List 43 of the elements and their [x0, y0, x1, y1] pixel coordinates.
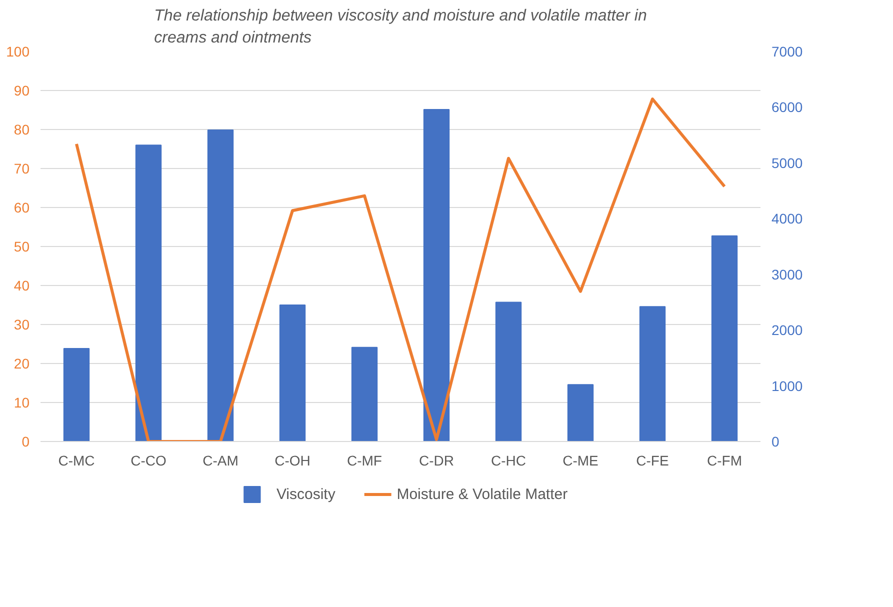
x-tick-label: C-DR: [419, 452, 454, 468]
y-tick-label: 40: [14, 278, 30, 294]
y2-tick-label: 0: [772, 434, 780, 450]
legend-label: Moisture & Volatile Matter: [396, 486, 568, 503]
y2-tick-label: 1000: [772, 378, 803, 394]
y-tick-label: 70: [14, 160, 30, 176]
bar: [135, 144, 162, 442]
x-tick-label: C-CO: [130, 452, 166, 468]
bar: [63, 348, 90, 442]
bar: [711, 235, 738, 442]
legend-label: Viscosity: [276, 486, 336, 503]
y-tick-label: 20: [14, 356, 30, 372]
bar: [639, 306, 666, 442]
y-tick-label: 90: [14, 82, 30, 98]
y-tick-label: 80: [14, 122, 30, 138]
x-tick-label: C-FE: [636, 452, 669, 468]
y2-tick-label: 6000: [772, 99, 803, 116]
y2-tick-label: 4000: [772, 210, 803, 227]
x-tick-label: C-AM: [202, 452, 238, 468]
y-tick-label: 30: [14, 316, 30, 332]
bar: [351, 346, 378, 442]
y-tick-label: 100: [6, 44, 30, 60]
line-series: [75, 98, 726, 442]
bar: [495, 302, 522, 442]
bar: [207, 130, 234, 442]
x-tick-label: C-MF: [347, 452, 382, 468]
x-tick-label: C-ME: [562, 452, 598, 468]
y2-tick-label: 3000: [772, 266, 803, 282]
bar: [423, 108, 450, 442]
bar: [567, 384, 594, 442]
y2-tick-label: 7000: [772, 44, 803, 60]
x-tick-label: C-FM: [707, 452, 742, 468]
y-tick-label: 0: [22, 434, 30, 450]
x-tick-label: C-OH: [274, 452, 310, 468]
chart-title: The relationship between viscosity and moisture and volatile matter in creams and ointments: [154, 7, 647, 46]
y2-tick-label: 2000: [772, 322, 803, 338]
y2-tick-label: 5000: [772, 154, 803, 171]
x-tick-label: C-HC: [491, 452, 526, 468]
y-tick-label: 50: [14, 238, 30, 254]
bar: [279, 304, 306, 442]
y-tick-label: 60: [14, 200, 30, 216]
x-tick-label: C-MC: [58, 452, 95, 468]
y-tick-label: 10: [14, 394, 30, 410]
